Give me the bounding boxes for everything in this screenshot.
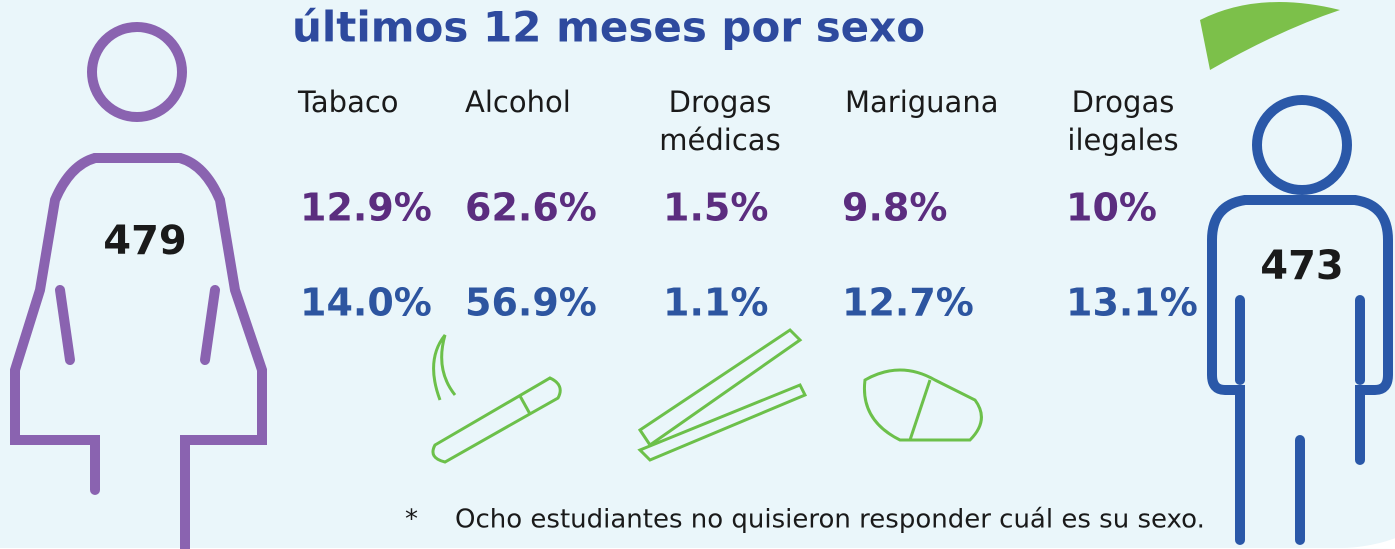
page: últimos 12 meses por sexo 479 473 * Ocho…: [0, 0, 1395, 549]
male-value: 1.1%: [663, 281, 768, 325]
column-label: Tabaco: [297, 85, 399, 119]
title: últimos 12 meses por sexo: [292, 3, 925, 52]
column-label: Drogas: [1072, 85, 1175, 119]
female-value: 10%: [1066, 186, 1157, 230]
background: [60, 0, 1395, 540]
footnote-mark: *: [405, 505, 418, 535]
female-value: 62.6%: [465, 186, 597, 230]
female-count: 479: [103, 218, 187, 264]
infographic: últimos 12 meses por sexo 479 473 * Ocho…: [0, 0, 1395, 549]
female-value: 12.9%: [300, 186, 432, 230]
column-label: ilegales: [1067, 123, 1178, 157]
female-value: 1.5%: [663, 186, 768, 230]
column-label: Mariguana: [845, 85, 998, 119]
female-value: 9.8%: [842, 186, 947, 230]
male-value: 12.7%: [842, 281, 974, 325]
male-value: 14.0%: [300, 281, 432, 325]
male-value: 56.9%: [465, 281, 597, 325]
column-label: médicas: [659, 123, 780, 157]
male-value: 13.1%: [1066, 281, 1198, 325]
column-label: Alcohol: [465, 85, 571, 119]
male-count: 473: [1260, 243, 1344, 289]
column-label: Drogas: [669, 85, 772, 119]
footnote: Ocho estudiantes no quisieron responder …: [455, 505, 1205, 535]
